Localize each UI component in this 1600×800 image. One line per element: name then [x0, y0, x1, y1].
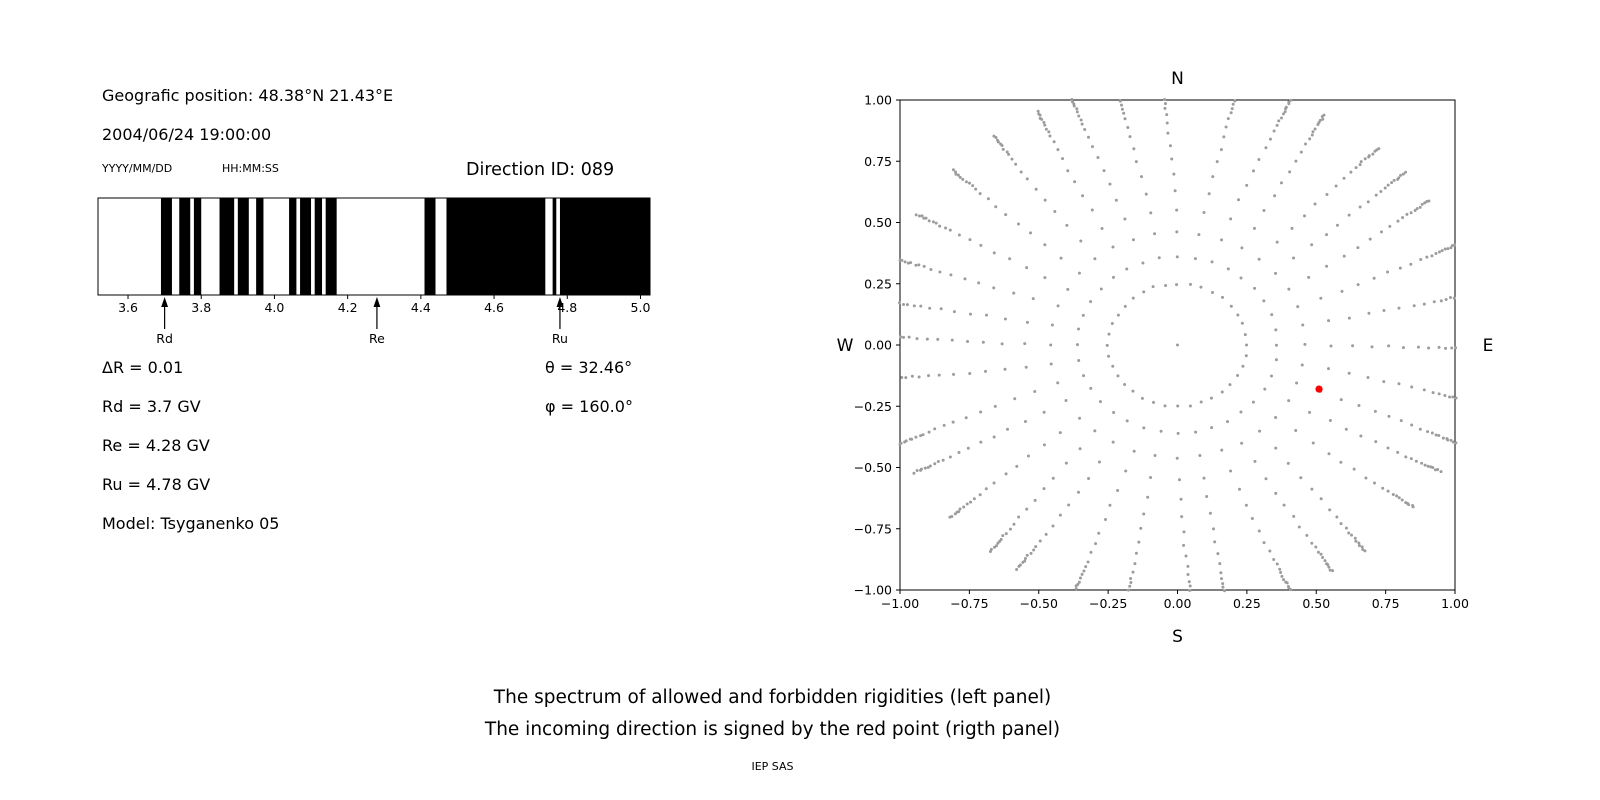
compass-east-label: E: [1483, 336, 1494, 356]
compass-west-label: W: [837, 336, 854, 356]
svg-text:1.00: 1.00: [864, 93, 892, 108]
svg-text:0.25: 0.25: [1233, 596, 1261, 611]
svg-text:−0.75: −0.75: [854, 521, 892, 536]
svg-text:0.25: 0.25: [864, 276, 892, 291]
svg-text:4.2: 4.2: [338, 300, 358, 315]
svg-text:−0.75: −0.75: [950, 596, 988, 611]
direction-y-ticks: −1.00 −0.75 −0.50 −0.25 0.00 0.25 0.50 0.75 1.00: [854, 93, 900, 598]
svg-text:0.00: 0.00: [1164, 596, 1192, 611]
svg-text:0.50: 0.50: [1302, 596, 1330, 611]
credit-label: IEP SAS: [751, 760, 794, 773]
incoming-direction-chart: −1.00 −0.75 −0.50 −0.25 0.00 0.25 0.50 0.75 1.00…: [837, 69, 1494, 647]
svg-text:−0.25: −0.25: [1089, 596, 1127, 611]
time-format-label: HH:MM:SS: [222, 162, 279, 175]
direction-id-label: Direction ID: 089: [466, 160, 615, 180]
svg-text:0.50: 0.50: [864, 215, 892, 230]
svg-text:4.0: 4.0: [264, 300, 284, 315]
compass-north-label: N: [1171, 69, 1184, 89]
svg-text:−0.25: −0.25: [854, 399, 892, 414]
svg-text:5.0: 5.0: [631, 300, 651, 315]
caption-line-1: The spectrum of allowed and forbidden ri…: [493, 687, 1052, 708]
cutoff-markers: Rd Re Ru: [156, 297, 568, 346]
svg-text:0.75: 0.75: [864, 154, 892, 169]
re-label: Re = 4.28 GV: [102, 436, 210, 455]
spectrum-axes-border: [97, 197, 651, 296]
svg-text:−0.50: −0.50: [1020, 596, 1058, 611]
theta-label: θ = 32.46°: [545, 358, 633, 377]
phi-label: φ = 160.0°: [545, 397, 633, 416]
svg-text:0.75: 0.75: [1372, 596, 1400, 611]
svg-text:1.00: 1.00: [1441, 596, 1469, 611]
rd-label: Rd = 3.7 GV: [102, 397, 201, 416]
figure-caption: The spectrum of allowed and forbidden ri…: [0, 682, 1545, 783]
model-label: Model: Tsyganenko 05: [102, 514, 280, 533]
svg-text:Ru: Ru: [552, 331, 568, 346]
caption-line-2: The incoming direction is signed by the …: [484, 719, 1061, 740]
direction-spoke-dots: [897, 98, 1458, 593]
svg-text:−0.50: −0.50: [854, 460, 892, 475]
svg-text:4.6: 4.6: [484, 300, 504, 315]
datetime-label: 2004/06/24 19:00:00: [102, 125, 272, 144]
compass-south-label: S: [1172, 627, 1183, 647]
svg-text:0.00: 0.00: [864, 338, 892, 353]
rigidity-spectrum-chart: 3.6 3.8 4.0 4.2 4.4 4.6 4.8 5.0 Rd Re Ru: [97, 197, 651, 346]
spectrum-x-ticks: 3.6 3.8 4.0 4.2 4.4 4.6 4.8 5.0: [118, 295, 650, 315]
svg-text:4.4: 4.4: [411, 300, 431, 315]
svg-text:−1.00: −1.00: [854, 583, 892, 598]
incoming-direction-red-point: [1315, 385, 1323, 393]
svg-text:−1.00: −1.00: [881, 596, 919, 611]
svg-text:4.8: 4.8: [557, 300, 577, 315]
date-format-label: YYYY/MM/DD: [102, 162, 173, 175]
ru-label: Ru = 4.78 GV: [102, 475, 211, 494]
direction-x-ticks: −1.00 −0.75 −0.50 −0.25 0.00 0.25 0.50 0.75 1.00: [881, 590, 1469, 611]
geographic-position-label: Geografic position: 48.38°N 21.43°E: [102, 86, 394, 105]
svg-text:Rd: Rd: [156, 331, 173, 346]
svg-text:3.6: 3.6: [118, 300, 138, 315]
svg-text:3.8: 3.8: [191, 300, 211, 315]
forbidden-bands: [160, 198, 650, 295]
svg-text:Re: Re: [369, 331, 385, 346]
delta-r-label: ΔR = 0.01: [102, 358, 184, 377]
